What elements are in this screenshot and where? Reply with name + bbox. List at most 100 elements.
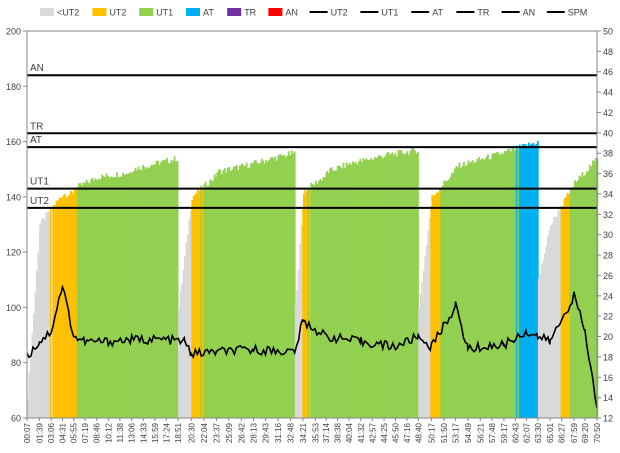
hr-zone-bar (232, 166, 235, 418)
hr-zone-bar (69, 190, 72, 418)
hr-zone-bar (84, 182, 87, 418)
hr-zone-bar (382, 158, 384, 418)
hr-zone-bar (284, 157, 287, 418)
hr-zone-bar (49, 206, 52, 418)
hr-zone-bar (469, 162, 471, 418)
hr-zone-bar (45, 212, 48, 418)
legend-entry: AN (268, 8, 298, 18)
hr-zone-bar (242, 165, 245, 418)
hr-zone-bar (371, 160, 374, 418)
y2-tick-label: 34 (603, 189, 613, 199)
x-tick-label: 69:20 (581, 422, 590, 443)
hr-zone-bar (219, 169, 222, 418)
hr-zone-bar (553, 217, 555, 418)
hr-zone-bar (52, 205, 55, 418)
hr-zone-bar (293, 151, 296, 419)
hr-zone-bar (540, 264, 543, 418)
hr-zone-bar (213, 174, 216, 418)
x-tick-label: 01:39 (35, 422, 44, 443)
y-tick-label: 100 (6, 303, 21, 313)
hr-zone-bar (275, 160, 278, 418)
hr-zone-bar (532, 143, 535, 418)
hr-zone-bar (265, 160, 268, 418)
y-tick-label: 140 (6, 192, 21, 202)
hr-zone-bar (475, 161, 477, 418)
x-tick-label: 56:21 (476, 422, 485, 443)
hr-zone-bar (421, 282, 424, 418)
hr-zone-bar (88, 183, 91, 418)
hr-zone-bar (71, 192, 74, 418)
hr-zone-bar (203, 184, 206, 418)
hr-zone-bar (484, 159, 486, 418)
x-tick-label: 41:32 (357, 422, 366, 443)
hr-zone-bar (297, 269, 300, 418)
hr-zone-bar (450, 173, 453, 418)
hr-zone-bar (390, 153, 392, 418)
x-tick-label: 26:42 (237, 422, 246, 443)
x-tick-label: 14:33 (139, 422, 148, 443)
hr-zone-bar (565, 196, 567, 418)
hr-zone-bar (422, 270, 425, 418)
legend-swatch (92, 8, 107, 16)
hr-zone-bar (123, 174, 126, 418)
hr-zone-bar (368, 160, 371, 418)
hr-zone-bar (187, 234, 189, 418)
hr-zone-bar (98, 178, 101, 418)
spm-series (26, 284, 598, 409)
x-tick-label: 51:50 (440, 422, 449, 443)
x-tick-label: 47:16 (403, 422, 412, 443)
hr-zone-bar (85, 179, 88, 418)
hr-zone-bar (431, 194, 434, 418)
x-tick-label: 60:43 (511, 422, 520, 443)
hr-zone-bar (317, 180, 320, 418)
hr-zone-bar (424, 256, 427, 418)
x-tick-label: 40:04 (345, 422, 354, 443)
hr-zone-bar (101, 174, 104, 418)
legend-label: <UT2 (57, 8, 79, 18)
hr-zone-bar (269, 157, 272, 418)
hr-zone-bar (272, 158, 275, 418)
hr-zone-bar (595, 158, 597, 419)
legend-label: UT2 (331, 8, 348, 18)
x-tick-label: 44:25 (380, 422, 389, 443)
hr-zone-bar (125, 173, 128, 418)
hr-zone-bar (148, 167, 150, 418)
x-tick-label: 03:06 (47, 422, 56, 443)
hr-zone-bar (503, 151, 506, 418)
hr-zone-bar (245, 162, 248, 418)
hr-zone-bar (161, 160, 164, 419)
x-tick-label: 34:21 (299, 422, 308, 443)
hr-zone-bar (399, 149, 401, 418)
hr-zone-bar (296, 290, 299, 418)
hr-zone-bar (142, 165, 144, 418)
hr-zone-bar (473, 163, 476, 418)
hr-zone-bar (169, 163, 171, 418)
hr-zone-bar (93, 180, 96, 418)
legend-entry: UT1 (360, 8, 398, 18)
y-tick-label: 180 (6, 82, 21, 92)
hr-zone-bar (247, 168, 250, 418)
hr-zone-bar (508, 148, 511, 418)
hr-zone-bar (434, 195, 437, 418)
hr-zone-bar (419, 293, 422, 418)
hr-zone-bar (310, 182, 313, 418)
hr-zone-bar (506, 149, 509, 418)
hr-zone-bar (217, 169, 220, 418)
x-tick-label: 37:14 (322, 422, 331, 443)
hr-zone-bar (409, 150, 412, 419)
hr-zone-bar (198, 190, 201, 418)
hr-zone-bar (546, 236, 549, 418)
y-tick-label: 60 (11, 414, 21, 424)
hr-zone-bar (578, 175, 581, 418)
hr-zone-bar (568, 194, 570, 418)
hr-zone-bar (482, 159, 485, 418)
hr-zone-bar (271, 157, 274, 418)
spm-line (26, 284, 598, 409)
hr-zone-bar (322, 177, 325, 418)
hr-zone-bar (237, 170, 240, 418)
zone-line-label: AT (30, 135, 42, 146)
hr-zone-bar (134, 167, 137, 418)
hr-zone-bar (520, 146, 523, 418)
hr-zone-bar (514, 150, 517, 418)
hr-zone-bar (338, 165, 340, 418)
